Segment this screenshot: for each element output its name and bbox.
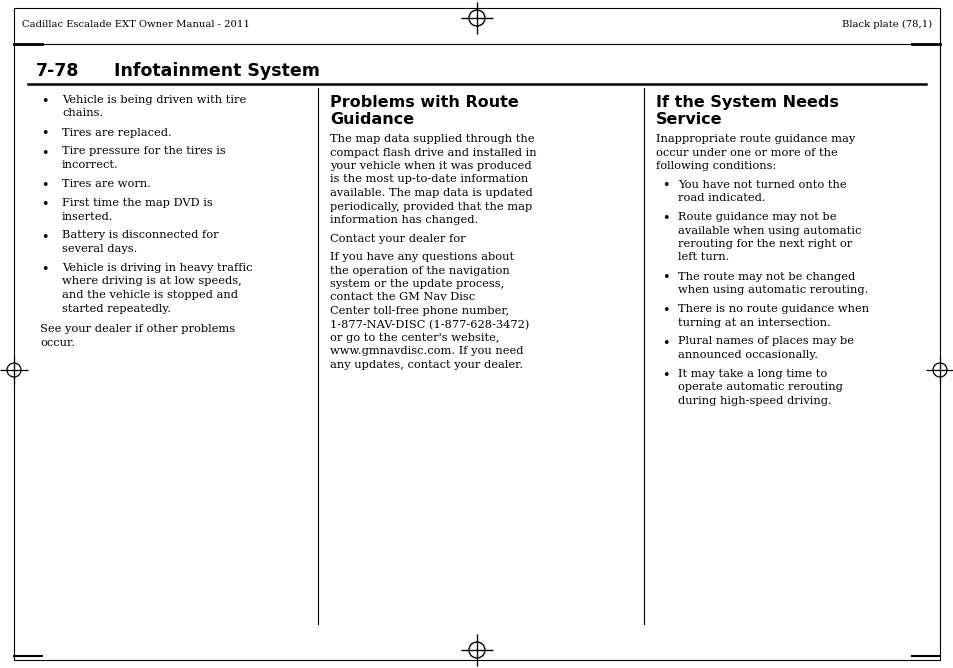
Text: There is no route guidance when: There is no route guidance when bbox=[678, 304, 868, 314]
Text: Problems with Route: Problems with Route bbox=[330, 95, 518, 110]
Text: periodically, provided that the map: periodically, provided that the map bbox=[330, 202, 532, 212]
Text: •: • bbox=[661, 271, 669, 285]
Text: •: • bbox=[661, 337, 669, 349]
Text: following conditions:: following conditions: bbox=[656, 161, 776, 171]
Text: First time the map DVD is: First time the map DVD is bbox=[62, 198, 213, 208]
Text: •: • bbox=[41, 128, 49, 140]
Text: where driving is at low speeds,: where driving is at low speeds, bbox=[62, 277, 241, 287]
Text: 7-78: 7-78 bbox=[36, 62, 79, 80]
Text: Battery is disconnected for: Battery is disconnected for bbox=[62, 230, 218, 240]
Text: any updates, contact your dealer.: any updates, contact your dealer. bbox=[330, 360, 522, 370]
Text: •: • bbox=[41, 230, 49, 244]
Text: announced occasionally.: announced occasionally. bbox=[678, 350, 817, 360]
Text: road indicated.: road indicated. bbox=[678, 193, 765, 203]
Text: •: • bbox=[661, 212, 669, 225]
Text: Route guidance may not be: Route guidance may not be bbox=[678, 212, 836, 222]
Text: your vehicle when it was produced: your vehicle when it was produced bbox=[330, 161, 531, 171]
Text: occur under one or more of the: occur under one or more of the bbox=[656, 148, 837, 158]
Text: •: • bbox=[41, 179, 49, 192]
Text: Inappropriate route guidance may: Inappropriate route guidance may bbox=[656, 134, 854, 144]
Text: during high-speed driving.: during high-speed driving. bbox=[678, 396, 831, 406]
Text: available. The map data is updated: available. The map data is updated bbox=[330, 188, 532, 198]
Text: left turn.: left turn. bbox=[678, 253, 729, 263]
Text: when using automatic rerouting.: when using automatic rerouting. bbox=[678, 285, 867, 295]
Text: •: • bbox=[661, 369, 669, 382]
Text: Guidance: Guidance bbox=[330, 112, 414, 126]
Text: system or the update process,: system or the update process, bbox=[330, 279, 504, 289]
Text: www.gmnavdisc.com. If you need: www.gmnavdisc.com. If you need bbox=[330, 347, 523, 357]
Text: •: • bbox=[41, 146, 49, 160]
Text: •: • bbox=[661, 180, 669, 192]
Text: Infotainment System: Infotainment System bbox=[113, 62, 319, 80]
Text: or go to the center's website,: or go to the center's website, bbox=[330, 333, 499, 343]
Text: The route may not be changed: The route may not be changed bbox=[678, 271, 854, 281]
Text: information has changed.: information has changed. bbox=[330, 215, 477, 225]
Text: Contact your dealer for: Contact your dealer for bbox=[330, 234, 465, 244]
Text: Tires are replaced.: Tires are replaced. bbox=[62, 128, 172, 138]
Text: •: • bbox=[41, 95, 49, 108]
Text: Tire pressure for the tires is: Tire pressure for the tires is bbox=[62, 146, 226, 156]
Text: If you have any questions about: If you have any questions about bbox=[330, 252, 514, 262]
Text: incorrect.: incorrect. bbox=[62, 160, 118, 170]
Text: See your dealer if other problems: See your dealer if other problems bbox=[40, 325, 234, 335]
Text: The map data supplied through the: The map data supplied through the bbox=[330, 134, 534, 144]
Text: Service: Service bbox=[656, 112, 721, 126]
Text: operate automatic rerouting: operate automatic rerouting bbox=[678, 383, 842, 393]
Text: and the vehicle is stopped and: and the vehicle is stopped and bbox=[62, 290, 237, 300]
Text: 1-877-NAV-DISC (1-877-628-3472): 1-877-NAV-DISC (1-877-628-3472) bbox=[330, 319, 529, 330]
Text: Cadillac Escalade EXT Owner Manual - 2011: Cadillac Escalade EXT Owner Manual - 201… bbox=[22, 20, 250, 29]
Text: You have not turned onto the: You have not turned onto the bbox=[678, 180, 845, 190]
Text: If the System Needs: If the System Needs bbox=[656, 95, 838, 110]
Text: Plural names of places may be: Plural names of places may be bbox=[678, 337, 853, 347]
Text: compact flash drive and installed in: compact flash drive and installed in bbox=[330, 148, 536, 158]
Text: •: • bbox=[661, 304, 669, 317]
Text: Tires are worn.: Tires are worn. bbox=[62, 179, 151, 189]
Text: inserted.: inserted. bbox=[62, 212, 113, 222]
Text: chains.: chains. bbox=[62, 108, 103, 118]
Text: •: • bbox=[41, 263, 49, 276]
Text: turning at an intersection.: turning at an intersection. bbox=[678, 317, 830, 327]
Text: available when using automatic: available when using automatic bbox=[678, 226, 861, 236]
Text: started repeatedly.: started repeatedly. bbox=[62, 303, 171, 313]
Text: occur.: occur. bbox=[40, 338, 75, 348]
Text: is the most up-to-date information: is the most up-to-date information bbox=[330, 174, 528, 184]
Text: the operation of the navigation: the operation of the navigation bbox=[330, 265, 509, 275]
Text: Black plate (78,1): Black plate (78,1) bbox=[841, 20, 931, 29]
Text: Vehicle is being driven with tire: Vehicle is being driven with tire bbox=[62, 95, 246, 105]
Text: Center toll-free phone number,: Center toll-free phone number, bbox=[330, 306, 509, 316]
Text: It may take a long time to: It may take a long time to bbox=[678, 369, 826, 379]
Text: •: • bbox=[41, 198, 49, 211]
Text: rerouting for the next right or: rerouting for the next right or bbox=[678, 239, 851, 249]
Text: contact the GM Nav Disc: contact the GM Nav Disc bbox=[330, 293, 475, 303]
Text: Vehicle is driving in heavy traffic: Vehicle is driving in heavy traffic bbox=[62, 263, 253, 273]
Text: several days.: several days. bbox=[62, 244, 137, 254]
